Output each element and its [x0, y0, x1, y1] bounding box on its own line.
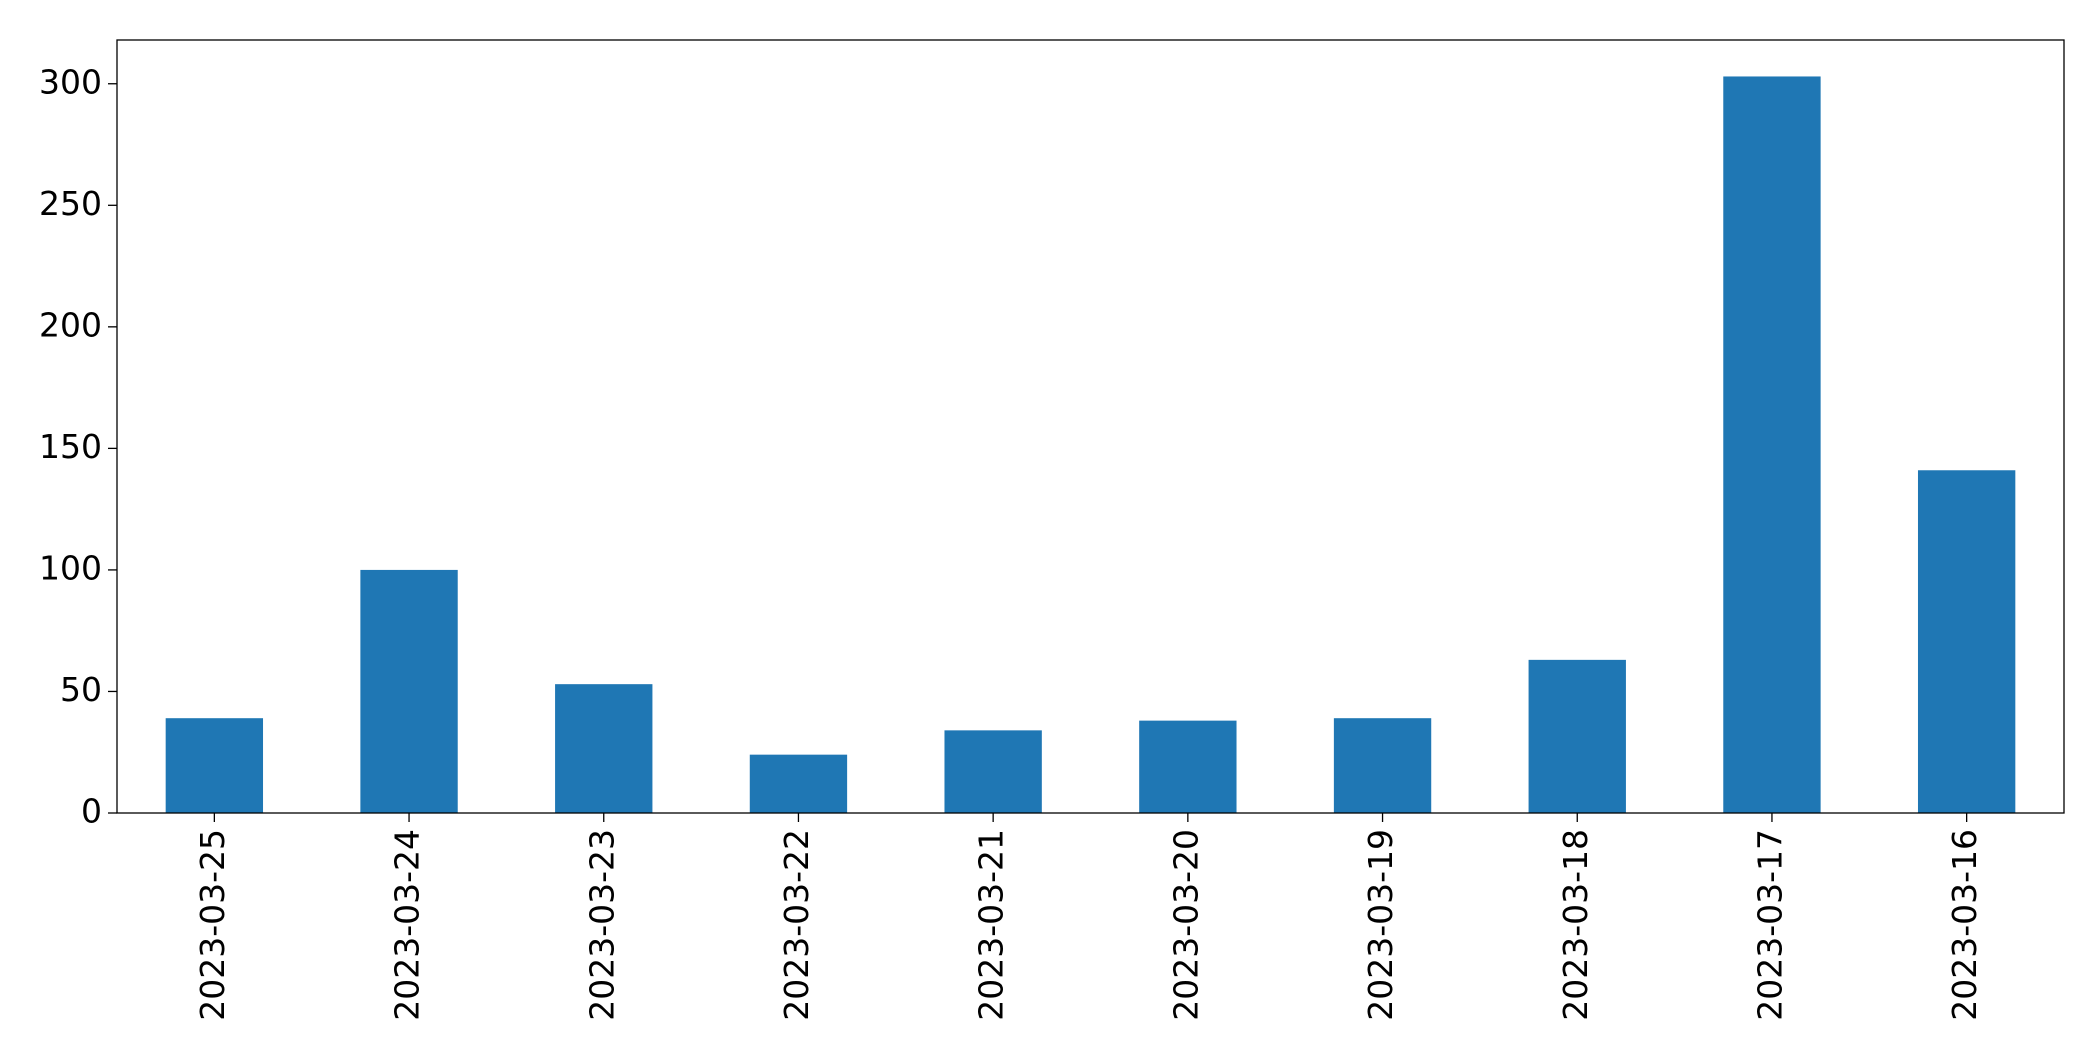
y-tick-label: 250: [39, 184, 102, 223]
bar: [1139, 720, 1237, 813]
bar: [1723, 76, 1821, 813]
y-tick-label: 200: [39, 305, 102, 344]
x-tick-label: 2023-03-20: [1166, 829, 1205, 1021]
x-tick-label: 2023-03-19: [1361, 829, 1400, 1021]
x-tick-label: 2023-03-17: [1750, 829, 1789, 1021]
x-tick-label: 2023-03-18: [1556, 829, 1595, 1021]
bar: [749, 754, 848, 813]
bar: [1917, 470, 2016, 813]
bar: [360, 569, 458, 813]
bar: [1333, 718, 1432, 813]
bar: [944, 730, 1042, 813]
x-tick-label: 2023-03-22: [777, 829, 816, 1021]
y-tick-label: 100: [39, 548, 102, 587]
plot-frame: [116, 39, 2065, 814]
bar: [555, 684, 653, 813]
y-tick-label: 0: [81, 792, 102, 831]
x-tick-label: 2023-03-24: [388, 829, 427, 1021]
y-tick-label: 300: [39, 62, 102, 101]
y-tick-label: 50: [60, 670, 102, 709]
x-tick-label: 2023-03-25: [193, 829, 232, 1021]
x-tick-label: 2023-03-23: [582, 829, 621, 1021]
bar: [165, 718, 264, 813]
x-tick-label: 2023-03-16: [1945, 829, 1984, 1021]
x-tick-label: 2023-03-21: [972, 829, 1011, 1021]
y-tick-label: 150: [39, 427, 102, 466]
bar: [1528, 659, 1626, 813]
